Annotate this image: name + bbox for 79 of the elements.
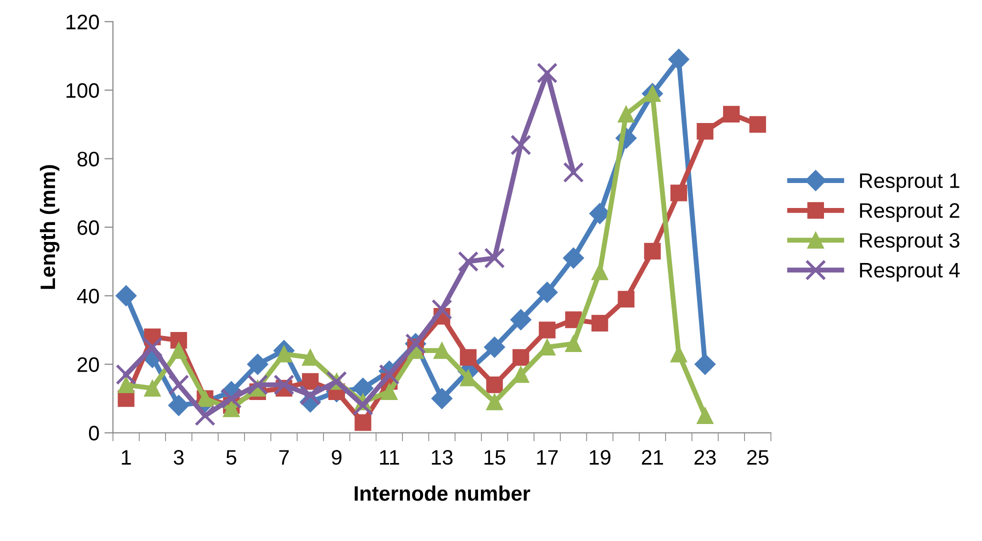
y-tick-label: 0 <box>88 426 99 441</box>
point <box>512 366 530 383</box>
point <box>118 376 134 394</box>
x-tick-label: 9 <box>332 450 342 465</box>
y-tick-label: 100 <box>66 83 99 98</box>
point <box>116 285 137 306</box>
point <box>749 116 766 133</box>
x-tick-label: 7 <box>279 450 289 465</box>
y-tick-label: 80 <box>77 152 99 166</box>
y-tick-label: 20 <box>78 357 99 372</box>
point <box>431 388 452 410</box>
point <box>618 106 634 122</box>
point <box>380 383 398 400</box>
point <box>274 374 294 396</box>
point <box>591 263 608 280</box>
point <box>536 282 558 303</box>
y-axis-title: Length (mm) <box>40 165 60 289</box>
point <box>510 134 532 156</box>
x-tick-label: 5 <box>226 450 236 465</box>
point <box>458 251 479 272</box>
x-tick-label: 17 <box>537 450 558 465</box>
point <box>512 349 530 366</box>
point <box>484 336 506 358</box>
point <box>168 374 190 396</box>
point <box>668 48 690 70</box>
point <box>565 335 582 352</box>
point <box>302 373 319 390</box>
point <box>460 349 477 366</box>
point <box>144 380 161 397</box>
legend-label: Resprout 3 <box>860 232 960 252</box>
point <box>484 248 505 268</box>
x-tick-label: 23 <box>694 450 716 465</box>
y-tick-label: 40 <box>77 288 99 304</box>
point <box>696 407 714 424</box>
y-tick-label: 60 <box>78 220 99 235</box>
point <box>644 242 661 260</box>
x-tick-label: 25 <box>747 450 768 465</box>
legend-label: Resprout 4 <box>860 263 960 282</box>
point <box>142 336 163 358</box>
point <box>300 384 321 406</box>
point <box>170 332 188 349</box>
x-tick-label: 13 <box>432 450 453 465</box>
point <box>591 314 608 332</box>
point <box>696 122 714 140</box>
point <box>694 354 716 375</box>
x-tick-label: 3 <box>174 450 184 465</box>
point <box>170 342 188 359</box>
point <box>431 299 452 320</box>
point <box>168 394 190 416</box>
legend-label: Resprout 1 <box>860 174 960 192</box>
point <box>116 364 137 385</box>
point <box>434 342 450 359</box>
point <box>194 405 216 426</box>
point <box>486 376 503 394</box>
point <box>486 394 503 410</box>
x-tick-label: 11 <box>380 450 400 465</box>
x-tick-label: 15 <box>484 450 506 465</box>
x-tick-label: 19 <box>590 450 610 465</box>
point <box>670 184 688 202</box>
point <box>538 322 556 338</box>
point <box>247 354 268 375</box>
point <box>618 290 634 308</box>
point <box>220 388 242 409</box>
point <box>223 400 240 418</box>
x-tick-label: 1 <box>122 450 131 465</box>
x-tick-label: 21 <box>642 450 664 465</box>
point <box>378 364 400 385</box>
point <box>510 309 532 330</box>
point <box>562 248 584 269</box>
point <box>723 106 740 122</box>
point <box>247 374 268 396</box>
x-axis-title: Internode number <box>354 486 530 501</box>
legend-label: Resprout 2 <box>860 203 960 222</box>
point <box>536 62 558 84</box>
point <box>352 378 374 399</box>
point <box>276 346 292 362</box>
point <box>354 414 372 431</box>
y-tick-label: 120 <box>66 14 99 30</box>
point <box>563 162 584 183</box>
